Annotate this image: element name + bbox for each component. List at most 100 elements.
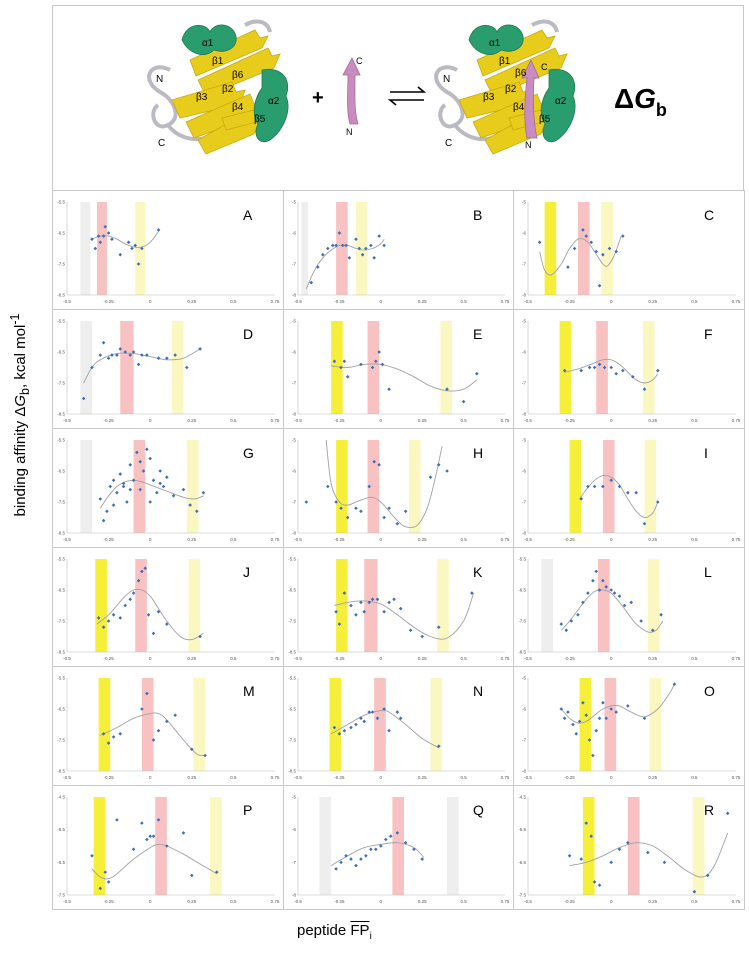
data-point — [161, 484, 166, 489]
y-tick-label: -6 — [292, 231, 296, 236]
data-point — [375, 597, 380, 602]
peptide-label: C — [356, 56, 363, 66]
data-point — [165, 475, 169, 479]
data-point — [332, 725, 337, 730]
data-point — [108, 484, 113, 489]
data-point — [362, 609, 367, 614]
x-tick-label: -0.5 — [63, 418, 71, 423]
y-tick-label: -5.5 — [57, 319, 65, 324]
data-point — [81, 396, 86, 401]
loop-trace — [147, 65, 178, 129]
x-tick-label: -0.5 — [294, 537, 302, 542]
fit-curve — [100, 712, 206, 757]
x-tick-label: 0.5 — [230, 775, 237, 780]
data-point — [140, 353, 144, 357]
data-point — [587, 365, 592, 370]
data-point — [198, 634, 202, 639]
x-tick-label: -0.25 — [103, 418, 114, 423]
data-point — [567, 854, 572, 858]
highlight-band — [329, 678, 342, 771]
data-point — [98, 353, 103, 357]
protein-label: β6 — [232, 70, 244, 81]
highlight-band — [186, 440, 199, 533]
data-point — [135, 450, 139, 455]
highlight-band — [336, 202, 348, 295]
panel-k: -0.5 -0.25 0 0.25 0.5 0.75 -5.5 -6.5 -7.5 -8.5 K — [283, 547, 514, 667]
y-tick-label: -5.5 — [57, 557, 65, 562]
x-tick-label: 0 — [380, 299, 383, 304]
data-point — [445, 469, 449, 473]
y-tick-label: -8.5 — [518, 650, 526, 655]
data-point — [564, 628, 569, 633]
protein-label: β3 — [483, 92, 495, 103]
data-point — [398, 716, 403, 721]
panel-n: -0.5 -0.25 0 0.25 0.5 0.75 -5.5 -6.5 -7.5 -8.5 N — [283, 666, 514, 786]
protein-label: β1 — [212, 56, 224, 67]
data-point — [395, 710, 400, 714]
panel-frame — [52, 666, 284, 786]
data-point — [173, 713, 177, 717]
x-tick-label: 0 — [610, 775, 613, 780]
fit-curve-group — [334, 592, 474, 640]
data-point — [374, 847, 378, 852]
x-tick-label: 0.75 — [501, 899, 510, 904]
beta-strand-b3 — [171, 81, 246, 119]
x-tick-label: 0.25 — [187, 899, 196, 904]
data-point — [103, 225, 108, 229]
panel-b: -0.5 -0.25 0 0.25 0.5 0.75 -5 -6 -7 -8 B — [283, 190, 514, 310]
data-point — [584, 234, 589, 238]
panel-frame — [283, 428, 514, 548]
data-point — [111, 735, 116, 739]
data-point — [337, 732, 342, 736]
data-point — [559, 622, 564, 626]
data-point — [655, 500, 660, 504]
data-point — [190, 873, 194, 878]
data-point — [377, 234, 381, 238]
panel-o: -0.5 -0.25 0 0.25 0.5 0.75 -5 -6 -7 -8 O — [513, 666, 745, 786]
fit-curve — [539, 235, 622, 276]
data-point — [601, 701, 605, 705]
x-tick-label: 0.75 — [501, 656, 510, 661]
x-tick-label: 0.25 — [648, 775, 657, 780]
data-point — [125, 500, 129, 504]
data-point — [581, 228, 585, 232]
data-point — [387, 387, 391, 391]
data-point — [380, 362, 385, 367]
data-point — [115, 490, 119, 495]
data-point — [408, 628, 413, 633]
data-point — [642, 387, 647, 391]
y-tick-label: -7 — [522, 381, 526, 386]
panel-r: -0.5 -0.25 0 0.25 0.5 0.75 -4.5 -5.5 -6.5 -7.5 R — [513, 785, 745, 910]
x-tick-label: 0.5 — [691, 418, 698, 423]
data-point — [326, 484, 330, 489]
x-tick-label: -0.5 — [524, 656, 532, 661]
x-tick-label: 0.25 — [418, 418, 427, 423]
x-tick-label: 0.75 — [732, 775, 741, 780]
y-tick-label: -6.5 — [57, 231, 65, 236]
x-tick-label: 0.5 — [460, 299, 467, 304]
panel-g: -0.5 -0.25 0 0.25 0.5 0.75 -5.5 -6.5 -7.5 -8.5 G — [52, 428, 284, 548]
data-point — [604, 716, 609, 721]
y-tick-label: -8.5 — [288, 769, 296, 774]
x-tick-label: -0.25 — [334, 537, 345, 542]
x-tick-label: -0.5 — [63, 899, 71, 904]
highlight-band — [392, 797, 404, 895]
panel-frame — [52, 785, 284, 910]
data-point — [642, 521, 647, 526]
highlight-band — [408, 440, 421, 533]
data-point — [140, 246, 144, 251]
y-tick-label: -5.5 — [288, 557, 296, 562]
x-tick-label: 0.75 — [501, 537, 510, 542]
data-point — [334, 500, 338, 504]
highlight-band — [210, 797, 222, 895]
data-point — [631, 375, 635, 379]
data-point — [617, 484, 622, 489]
data-point — [321, 252, 325, 257]
data-point — [347, 256, 352, 260]
x-axis-label: peptide FPi — [297, 922, 372, 942]
x-tick-label: 0 — [149, 537, 152, 542]
y-label-g: G — [12, 394, 29, 407]
data-point — [395, 521, 400, 526]
x-tick-label: 0 — [610, 299, 613, 304]
